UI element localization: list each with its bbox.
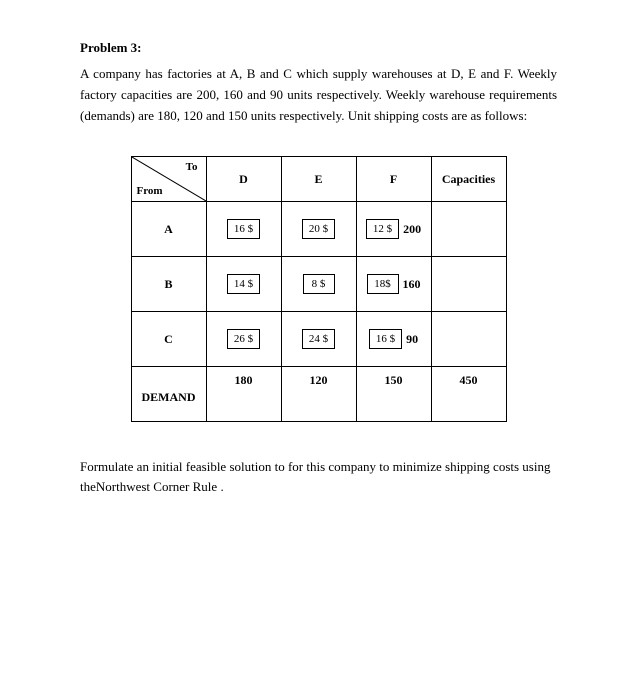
total: 450 xyxy=(431,367,506,422)
row-b-label: B xyxy=(131,257,206,312)
col-header-cap: Capacities xyxy=(431,157,506,202)
demand-f: 150 xyxy=(356,367,431,422)
cost-b-d: 14 $ xyxy=(227,274,260,294)
cap-cell-a xyxy=(431,202,506,257)
row-c-label: C xyxy=(131,312,206,367)
row-a-label: A xyxy=(131,202,206,257)
footer-instruction: Formulate an initial feasible solution t… xyxy=(80,457,557,496)
cell-a-f: 12 $ 200 xyxy=(356,202,431,257)
cap-c: 90 xyxy=(406,332,418,347)
cell-a-d: 16 $ xyxy=(206,202,281,257)
cap-cell-c xyxy=(431,312,506,367)
demand-e: 120 xyxy=(281,367,356,422)
col-header-d: D xyxy=(206,157,281,202)
cell-b-d: 14 $ xyxy=(206,257,281,312)
cost-c-f: 16 $ xyxy=(369,329,402,349)
problem-title: Problem 3: xyxy=(80,40,557,56)
demand-d: 180 xyxy=(206,367,281,422)
transport-table: To From D E F Capacities A 16 $ 20 $ 12 … xyxy=(131,156,507,422)
cap-b: 160 xyxy=(403,277,421,292)
cell-c-e: 24 $ xyxy=(281,312,356,367)
to-label: To xyxy=(186,161,198,173)
cell-a-e: 20 $ xyxy=(281,202,356,257)
diag-header: To From xyxy=(131,157,206,202)
col-header-e: E xyxy=(281,157,356,202)
cost-a-f: 12 $ xyxy=(366,219,399,239)
cost-a-e: 20 $ xyxy=(302,219,335,239)
cost-c-d: 26 $ xyxy=(227,329,260,349)
cost-c-e: 24 $ xyxy=(302,329,335,349)
cost-b-e: 8 $ xyxy=(303,274,335,294)
cap-cell-b xyxy=(431,257,506,312)
cost-b-f: 18$ xyxy=(367,274,399,294)
cell-b-f: 18$ 160 xyxy=(356,257,431,312)
cap-a: 200 xyxy=(403,222,421,237)
from-label: From xyxy=(137,185,163,197)
cell-c-d: 26 $ xyxy=(206,312,281,367)
cost-a-d: 16 $ xyxy=(227,219,260,239)
cell-c-f: 16 $ 90 xyxy=(356,312,431,367)
problem-description: A company has factories at A, B and C wh… xyxy=(80,64,557,126)
col-header-f: F xyxy=(356,157,431,202)
cell-b-e: 8 $ xyxy=(281,257,356,312)
demand-label: DEMAND xyxy=(131,367,206,422)
